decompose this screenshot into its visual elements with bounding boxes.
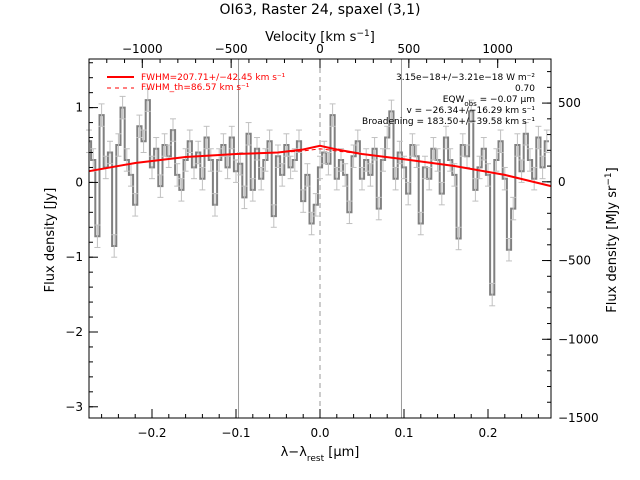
annotation-ratio: 0.70 [515, 84, 535, 94]
legend-label-fwhm: FWHM=207.71+/−42.45 km s⁻¹ [141, 73, 286, 83]
y-tick-label: −1 [65, 250, 83, 264]
axis-ticks: −0.2 −0.1 0.0 0.1 0.2 −1000 −500 0 500 1000 −3 −2 −1… [65, 42, 598, 440]
x-tick-label: −0.2 [137, 426, 166, 440]
spectrum-data [86, 88, 550, 307]
y-tick-label: 0 [75, 175, 83, 189]
top-tick-label: 1000 [482, 42, 513, 56]
annotation-velocity: v = −26.34+/−16.29 km s⁻¹ [406, 106, 535, 116]
annotation-flux: 3.15e−18+/−3.21e−18 W m⁻² [396, 73, 535, 83]
annotation-broadening: Broadening = 183.50+/−39.58 km s⁻¹ [362, 117, 535, 127]
y-tick-label: −3 [65, 400, 83, 414]
y-axis-label: Flux density [Jy] [43, 188, 58, 293]
right-tick-label: −1000 [558, 332, 599, 346]
right-tick-label: 0 [558, 175, 566, 189]
y-tick-label: 1 [75, 101, 83, 115]
x-axis-label: λ−λrest [μm] [281, 445, 360, 464]
reference-lines [238, 59, 402, 418]
fit-curves [88, 144, 552, 188]
top-tick-label: −500 [215, 42, 248, 56]
y-tick-label: −2 [65, 325, 83, 339]
legend: FWHM=207.71+/−42.45 km s⁻¹ FWHM_th=86.57… [107, 73, 286, 93]
chart-title: OI63, Raster 24, spaxel (3,1) [220, 2, 421, 18]
x-tick-label: 0.1 [394, 426, 413, 440]
fit-curve-thermal [88, 148, 552, 187]
annotations: 3.15e−18+/−3.21e−18 W m⁻² 0.70 EQWobs = … [362, 73, 535, 127]
top-axis-label: Velocity [km s−1] [265, 29, 375, 45]
legend-label-fwhm-th: FWHM_th=86.57 km s⁻¹ [141, 83, 250, 93]
right-tick-label: 500 [558, 96, 581, 110]
right-tick-label: −500 [558, 254, 591, 268]
top-tick-label: −1000 [122, 42, 163, 56]
top-tick-label: 500 [397, 42, 420, 56]
x-tick-label: 0.0 [310, 426, 329, 440]
right-tick-label: −1500 [558, 411, 599, 425]
right-axis-label: Flux density [MJy sr−1] [604, 167, 620, 312]
x-tick-label: 0.2 [478, 426, 497, 440]
x-tick-label: −0.1 [221, 426, 250, 440]
top-tick-label: 0 [316, 42, 324, 56]
